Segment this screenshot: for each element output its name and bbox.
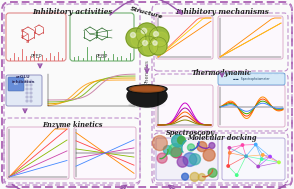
Circle shape <box>172 135 184 147</box>
FancyBboxPatch shape <box>156 138 218 180</box>
Text: PEBP: PEBP <box>96 54 108 59</box>
Circle shape <box>153 32 158 36</box>
FancyArrowPatch shape <box>12 185 126 189</box>
Circle shape <box>241 144 244 146</box>
Text: Inhibitory activities: Inhibitory activities <box>32 8 112 16</box>
Circle shape <box>189 154 201 165</box>
Circle shape <box>30 100 32 102</box>
Circle shape <box>177 156 188 167</box>
FancyBboxPatch shape <box>156 16 213 59</box>
Circle shape <box>257 165 259 168</box>
Circle shape <box>131 33 136 37</box>
FancyArrowPatch shape <box>38 64 42 68</box>
Circle shape <box>152 136 167 151</box>
Ellipse shape <box>127 85 167 107</box>
Circle shape <box>171 147 182 158</box>
Circle shape <box>26 92 28 94</box>
Ellipse shape <box>132 87 162 91</box>
Circle shape <box>149 37 167 55</box>
Circle shape <box>143 41 157 55</box>
Circle shape <box>26 88 28 90</box>
FancyArrowPatch shape <box>169 185 286 189</box>
FancyArrowPatch shape <box>110 0 182 15</box>
Circle shape <box>154 32 168 46</box>
Text: α-GLU
inhibition: α-GLU inhibition <box>11 75 35 84</box>
Text: Structure: Structure <box>130 6 164 20</box>
Ellipse shape <box>127 85 167 93</box>
Circle shape <box>182 173 188 180</box>
Text: Kit: Kit <box>14 82 19 86</box>
Circle shape <box>153 41 157 45</box>
Circle shape <box>30 80 32 82</box>
Circle shape <box>260 158 263 160</box>
FancyArrowPatch shape <box>220 73 224 77</box>
Circle shape <box>30 84 32 86</box>
Circle shape <box>141 28 157 44</box>
Circle shape <box>190 172 199 181</box>
Circle shape <box>30 92 32 94</box>
Circle shape <box>227 165 229 167</box>
Circle shape <box>143 40 148 46</box>
FancyBboxPatch shape <box>218 85 285 127</box>
FancyBboxPatch shape <box>156 85 213 127</box>
Text: Enzyme kinetics: Enzyme kinetics <box>42 121 102 129</box>
Circle shape <box>126 28 146 48</box>
FancyArrowPatch shape <box>23 109 27 113</box>
FancyArrowPatch shape <box>145 65 149 73</box>
Text: ▬▬  Spectrophotometer: ▬▬ Spectrophotometer <box>233 77 269 81</box>
Circle shape <box>183 153 197 166</box>
Text: PFEP: PFEP <box>30 54 42 59</box>
Circle shape <box>136 23 158 45</box>
FancyBboxPatch shape <box>222 138 285 180</box>
Circle shape <box>163 146 172 154</box>
Text: Phenolics: Phenolics <box>144 59 150 84</box>
Circle shape <box>26 100 28 102</box>
Circle shape <box>255 143 257 146</box>
Circle shape <box>269 155 271 158</box>
FancyBboxPatch shape <box>7 127 69 179</box>
Circle shape <box>138 36 158 56</box>
Circle shape <box>209 143 215 149</box>
Circle shape <box>169 144 182 157</box>
Text: OH: OH <box>26 40 30 44</box>
FancyBboxPatch shape <box>6 75 42 106</box>
Circle shape <box>278 161 280 163</box>
FancyBboxPatch shape <box>8 77 24 91</box>
FancyBboxPatch shape <box>218 16 283 59</box>
Circle shape <box>235 174 238 176</box>
Circle shape <box>228 147 230 149</box>
Text: Molecular docking: Molecular docking <box>187 134 257 142</box>
FancyBboxPatch shape <box>218 73 285 85</box>
Circle shape <box>188 144 195 151</box>
Circle shape <box>262 154 264 156</box>
Circle shape <box>198 174 206 181</box>
Circle shape <box>197 142 207 152</box>
Text: Spectroscopy: Spectroscopy <box>166 129 215 137</box>
Circle shape <box>208 168 217 177</box>
Circle shape <box>245 155 247 157</box>
Ellipse shape <box>129 87 165 91</box>
Ellipse shape <box>129 102 165 108</box>
Text: Thermodynamic: Thermodynamic <box>192 69 252 77</box>
Circle shape <box>26 96 28 98</box>
Circle shape <box>26 80 28 82</box>
Circle shape <box>26 84 28 86</box>
Circle shape <box>149 27 169 47</box>
Circle shape <box>203 149 215 161</box>
Circle shape <box>229 152 231 154</box>
Text: OH: OH <box>21 35 25 39</box>
Circle shape <box>30 88 32 90</box>
Circle shape <box>131 33 145 47</box>
Circle shape <box>30 96 32 98</box>
FancyBboxPatch shape <box>74 127 136 179</box>
Circle shape <box>141 28 147 34</box>
Circle shape <box>157 153 167 163</box>
Circle shape <box>154 42 166 54</box>
Text: Inhibitory mechanisms: Inhibitory mechanisms <box>175 8 269 16</box>
Text: OH: OH <box>21 29 25 33</box>
Circle shape <box>178 136 185 144</box>
Ellipse shape <box>130 86 164 92</box>
